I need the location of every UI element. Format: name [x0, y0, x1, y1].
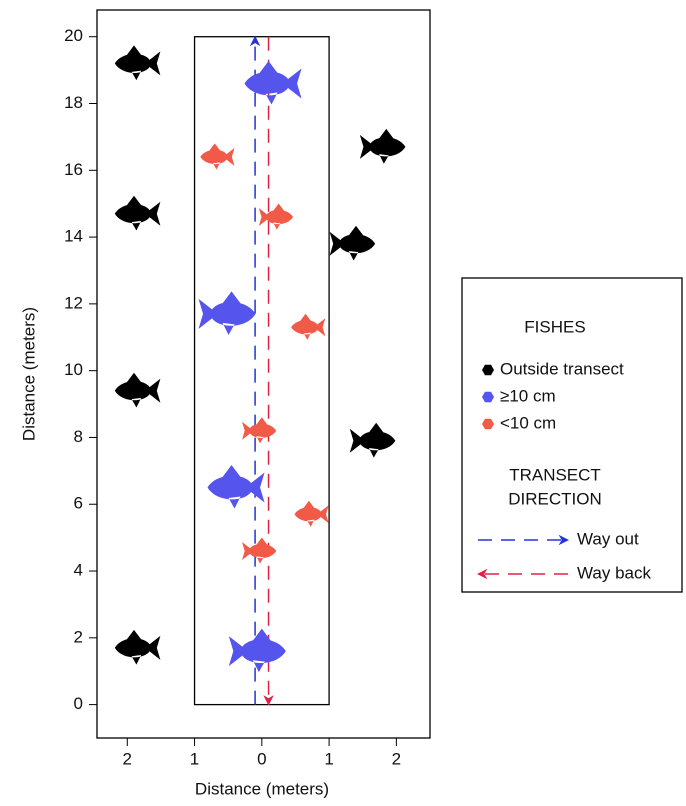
plot-frame	[96, 9, 431, 739]
fish	[349, 422, 396, 458]
y-tick-label: 16	[64, 160, 83, 179]
y-tick-label: 2	[74, 627, 83, 646]
legend-label: ≥10 cm	[500, 386, 556, 405]
fish	[228, 628, 286, 673]
fish	[329, 225, 376, 261]
legend-marker	[482, 364, 494, 376]
fish	[207, 465, 265, 509]
y-tick-label: 6	[74, 494, 83, 513]
direction-title: DIRECTION	[508, 489, 602, 508]
y-axis-label: Distance (meters)	[19, 307, 38, 441]
legend-label: Outside transect	[500, 359, 624, 378]
legend-label: <10 cm	[500, 413, 556, 432]
y-tick-label: 8	[74, 427, 83, 446]
fish	[242, 537, 277, 564]
fish	[114, 372, 161, 408]
legend-box	[461, 277, 683, 593]
fish	[114, 195, 161, 231]
legend-title: FISHES	[524, 317, 585, 336]
fish	[114, 629, 161, 665]
legend-marker	[482, 418, 494, 430]
x-tick-label: 2	[392, 749, 401, 768]
fish	[294, 500, 329, 527]
y-tick-label: 12	[64, 293, 83, 312]
y-tick-label: 14	[64, 227, 83, 246]
x-axis-label: Distance (meters)	[195, 779, 329, 798]
x-tick-label: 1	[190, 749, 199, 768]
fish	[244, 60, 302, 105]
y-tick-label: 0	[74, 694, 83, 713]
y-tick-label: 4	[74, 561, 83, 580]
legend-label: Way back	[577, 563, 652, 582]
direction-title: TRANSECT	[509, 465, 601, 484]
fish	[200, 143, 235, 170]
y-tick-label: 10	[64, 360, 83, 379]
x-tick-label: 0	[257, 749, 266, 768]
fish	[258, 203, 294, 230]
y-tick-label: 20	[64, 26, 83, 45]
legend-marker	[482, 391, 494, 403]
fish	[359, 128, 406, 164]
y-tick-label: 18	[64, 93, 83, 112]
x-tick-label: 2	[123, 749, 132, 768]
transect	[193, 36, 330, 706]
legend-label: Way out	[577, 529, 639, 548]
fish	[114, 45, 161, 81]
fish	[198, 291, 256, 335]
fish	[242, 417, 277, 444]
fish	[291, 313, 326, 340]
x-tick-label: 1	[324, 749, 333, 768]
